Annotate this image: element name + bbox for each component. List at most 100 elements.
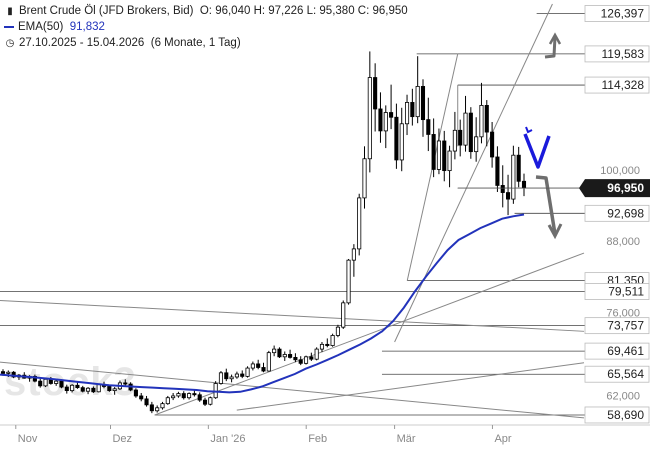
clock-icon: ◷ (5, 38, 15, 49)
last-price-tag (579, 179, 650, 198)
instrument-name: Brent Crude Öl (JFD Brokers, Bid) (19, 5, 194, 17)
level-tag-label: 92,698 (607, 206, 644, 220)
candle-body (447, 150, 452, 172)
candle-body (330, 335, 335, 346)
candle-body (436, 140, 441, 170)
arrow-head (548, 32, 562, 45)
period: (6 Monate, 1 Tag) (150, 37, 241, 49)
watermark-logo: stock3 (4, 360, 137, 404)
candle-body (218, 372, 224, 384)
candle-body (346, 259, 351, 304)
candle-body (176, 393, 181, 397)
candle-body (420, 86, 426, 121)
candle-body (394, 116, 399, 161)
candle-body (192, 393, 197, 396)
scenario-arrow-down (535, 175, 557, 235)
level-tag-label: 126,397 (601, 7, 645, 21)
candle-body (389, 112, 394, 118)
candle-body (410, 102, 415, 118)
candle-body (149, 404, 154, 412)
date-range: 27.10.2025 - 15.04.2026 (19, 37, 145, 49)
candle-body (521, 180, 527, 189)
candle-body (91, 387, 96, 393)
level-tag-box (584, 76, 650, 94)
candle-body (0, 371, 6, 374)
y-tick-label: 88,000 (606, 236, 640, 248)
candle-body (463, 112, 468, 146)
candle-body (171, 395, 176, 399)
candle-body (139, 395, 144, 400)
candle-body (479, 104, 484, 138)
candle-body (282, 354, 287, 358)
level-tag-box (584, 45, 650, 63)
candle-body (373, 77, 378, 110)
candle-body (80, 387, 85, 392)
ohlc-values: O: 96,040 H: 97,226 L: 95,380 C: 96,950 (199, 5, 408, 17)
candle-body (458, 129, 463, 146)
candle-body (362, 158, 367, 199)
trend-line (394, 3, 553, 343)
level-tag-box (584, 5, 650, 22)
candle-body (474, 136, 479, 153)
level-tag-box (584, 317, 650, 335)
candle-body (378, 108, 383, 132)
level-tag-label: 119,583 (602, 47, 645, 61)
candle-body (187, 393, 192, 399)
candle-body (6, 371, 11, 374)
candle-body (144, 398, 149, 406)
header-line-3: ◷ 27.10.2025 - 15.04.2026 (6 Monate, 1 Ta… (4, 36, 241, 51)
candle-body (64, 386, 69, 392)
candle-body (468, 112, 473, 153)
candle-body (490, 131, 495, 158)
candle-body (426, 119, 431, 135)
candle-body (452, 129, 457, 152)
ema50-line (0, 213, 525, 394)
candle-body (506, 192, 511, 200)
candle-body (181, 393, 186, 399)
y-tick-label: 76,000 (606, 307, 640, 319)
candle-body (357, 197, 362, 250)
candle-body (319, 343, 325, 350)
y-tick-label: 62,000 (606, 390, 640, 402)
candle-body (367, 77, 372, 160)
level-tag-label: 79,511 (608, 285, 644, 299)
candle-body (404, 102, 410, 125)
ema-label: EMA(50) (18, 21, 64, 33)
candle-body (495, 156, 500, 186)
candle-body (442, 140, 447, 172)
level-tag-box (584, 283, 650, 300)
arrow-head (525, 126, 533, 134)
level-tag-box (584, 342, 650, 360)
trend-line (0, 299, 585, 332)
candle-body (245, 367, 250, 377)
candle-body (511, 154, 516, 200)
level-tag-label: 65,564 (607, 367, 644, 381)
candle-body (133, 389, 138, 397)
candle-body (107, 386, 112, 392)
candle-body (399, 123, 404, 161)
candle-body (234, 373, 239, 378)
candle-body (288, 354, 293, 358)
trend-line (154, 252, 585, 416)
candle-body (70, 384, 75, 392)
candle-body (277, 348, 282, 358)
candle-body (325, 343, 330, 346)
candle-body (335, 326, 340, 336)
candle-body (250, 363, 255, 369)
trend-line (236, 362, 585, 411)
candle-body (155, 407, 160, 412)
candle-body (261, 367, 266, 372)
candle-body (298, 359, 303, 364)
candle-body (123, 382, 128, 385)
candle-body (484, 104, 489, 133)
scenario-arrow-up-gray (544, 36, 557, 59)
candle-body (272, 348, 277, 354)
level-tag-box (584, 204, 650, 222)
candle-body (293, 357, 298, 361)
candle-body (383, 112, 388, 132)
x-tick-label: Feb (308, 433, 327, 445)
candle-body (202, 399, 208, 405)
candle-body (431, 134, 436, 170)
level-tag-box (584, 406, 650, 424)
